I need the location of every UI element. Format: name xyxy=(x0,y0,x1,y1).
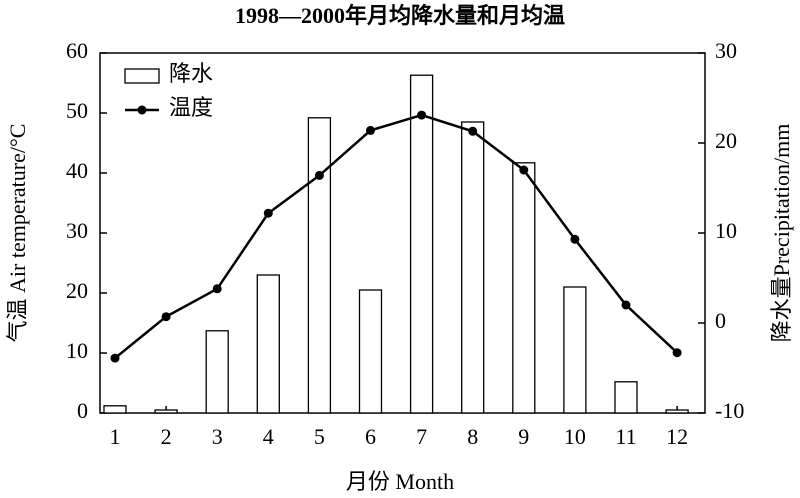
point xyxy=(263,208,273,218)
x-tick-label: 3 xyxy=(212,424,223,449)
legend-label: 降水 xyxy=(169,61,213,86)
y2-tick-label: 20 xyxy=(715,128,737,153)
y-tick-label: 30 xyxy=(66,218,88,243)
y2-tick-label: -10 xyxy=(715,398,744,423)
y-tick-label: 0 xyxy=(77,398,88,423)
bar xyxy=(512,162,536,414)
point xyxy=(621,300,631,310)
y2-tick-label: 10 xyxy=(715,218,737,243)
y-tick-label: 40 xyxy=(66,158,88,183)
point xyxy=(110,353,120,363)
point xyxy=(212,284,222,294)
bar xyxy=(307,117,332,414)
x-tick-label: 11 xyxy=(615,424,636,449)
x-tick-label: 7 xyxy=(416,424,427,449)
y-tick-label: 50 xyxy=(66,98,88,123)
bar xyxy=(563,286,587,414)
point xyxy=(366,125,375,135)
bar xyxy=(205,330,229,414)
y2-tick-label: 30 xyxy=(715,38,737,63)
point xyxy=(161,312,171,322)
bar xyxy=(614,381,638,414)
x-axis-label: 月份 Month xyxy=(346,469,454,494)
x-tick-label: 2 xyxy=(161,424,172,449)
y2-tick-label: 0 xyxy=(715,308,726,333)
point xyxy=(672,348,682,358)
bar xyxy=(154,409,178,414)
y-axis-label: 气温 Air temperature/°C xyxy=(5,124,30,343)
x-tick-label: 6 xyxy=(365,424,376,449)
bar xyxy=(665,409,689,414)
x-tick-label: 4 xyxy=(263,424,274,449)
bar xyxy=(256,274,280,414)
point xyxy=(570,234,580,244)
x-tick-label: 12 xyxy=(666,424,688,449)
bar xyxy=(358,289,383,414)
legend-label: 温度 xyxy=(169,95,213,120)
point xyxy=(314,170,324,180)
legend-swatch xyxy=(137,105,147,115)
x-tick-label: 8 xyxy=(467,424,478,449)
bar xyxy=(103,405,127,414)
chart-title: 1998—2000年月均降水量和月均温 xyxy=(235,3,565,28)
point xyxy=(417,110,427,120)
bar xyxy=(461,121,485,414)
y-tick-label: 10 xyxy=(66,338,88,363)
x-tick-label: 9 xyxy=(518,424,529,449)
x-tick-label: 1 xyxy=(110,424,121,449)
x-tick-label: 10 xyxy=(564,424,586,449)
legend-swatch xyxy=(124,68,160,84)
y-tick-label: 60 xyxy=(66,38,88,63)
bar xyxy=(409,74,434,414)
point xyxy=(468,126,478,136)
y2-axis-label: 降水量Precipitation/mm xyxy=(769,124,794,343)
x-tick-label: 5 xyxy=(314,424,325,449)
y-tick-label: 20 xyxy=(66,278,88,303)
point xyxy=(519,165,529,175)
line xyxy=(114,113,678,360)
